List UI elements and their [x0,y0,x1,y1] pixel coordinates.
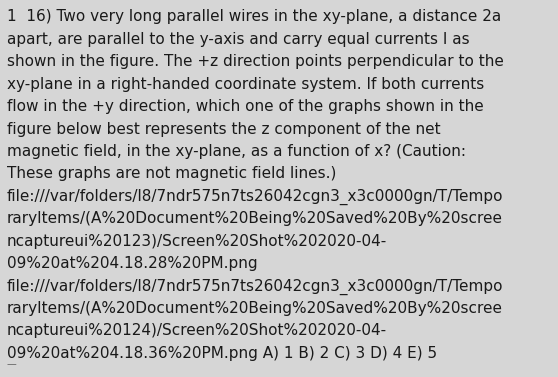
Text: apart, are parallel to the y-axis and carry equal currents I as: apart, are parallel to the y-axis and ca… [7,32,469,47]
Text: —: — [7,359,16,369]
Text: 09%20at%204.18.36%20PM.png A) 1 B) 2 C) 3 D) 4 E) 5: 09%20at%204.18.36%20PM.png A) 1 B) 2 C) … [7,346,437,361]
Text: raryItems/(A%20Document%20Being%20Saved%20By%20scree: raryItems/(A%20Document%20Being%20Saved%… [7,301,503,316]
Text: file:///var/folders/l8/7ndr575n7ts26042cgn3_x3c0000gn/T/Tempo: file:///var/folders/l8/7ndr575n7ts26042c… [7,189,503,205]
Text: magnetic field, in the xy-plane, as a function of x? (Caution:: magnetic field, in the xy-plane, as a fu… [7,144,466,159]
Text: 1  16) Two very long parallel wires in the xy-plane, a distance 2a: 1 16) Two very long parallel wires in th… [7,9,501,25]
Text: 09%20at%204.18.28%20PM.png: 09%20at%204.18.28%20PM.png [7,256,257,271]
Text: These graphs are not magnetic field lines.): These graphs are not magnetic field line… [7,167,336,181]
Text: raryItems/(A%20Document%20Being%20Saved%20By%20scree: raryItems/(A%20Document%20Being%20Saved%… [7,211,503,226]
Text: file:///var/folders/l8/7ndr575n7ts26042cgn3_x3c0000gn/T/Tempo: file:///var/folders/l8/7ndr575n7ts26042c… [7,279,503,295]
Text: xy-plane in a right-handed coordinate system. If both currents: xy-plane in a right-handed coordinate sy… [7,77,484,92]
Text: figure below best represents the z component of the net: figure below best represents the z compo… [7,121,440,136]
Text: ncaptureui%20123)/Screen%20Shot%202020-04-: ncaptureui%20123)/Screen%20Shot%202020-0… [7,234,387,249]
Text: shown in the figure. The +z direction points perpendicular to the: shown in the figure. The +z direction po… [7,54,503,69]
Text: ncaptureui%20124)/Screen%20Shot%202020-04-: ncaptureui%20124)/Screen%20Shot%202020-0… [7,323,387,339]
Text: flow in the +y direction, which one of the graphs shown in the: flow in the +y direction, which one of t… [7,99,483,114]
